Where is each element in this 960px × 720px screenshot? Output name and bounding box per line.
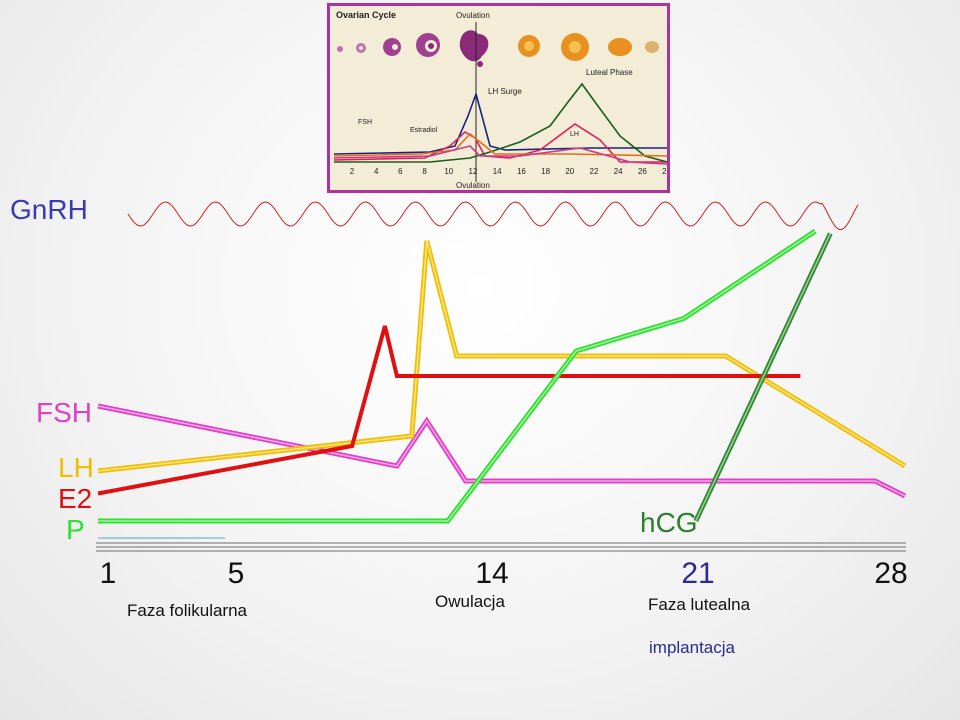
ovulation-label: Owulacja bbox=[435, 592, 505, 611]
series-e2-line bbox=[97, 325, 801, 496]
ovarian-cycle-diagram: Ovarian Cycle Ovulation LH Surge Luteal … bbox=[333, 10, 667, 190]
ovarian-cycle-inset: Ovarian Cycle Ovulation LH Surge Luteal … bbox=[327, 3, 670, 193]
time-axis bbox=[96, 537, 906, 552]
inset-title: Ovarian Cycle bbox=[336, 10, 396, 20]
hcg-label: hCG bbox=[640, 507, 698, 538]
p-label: P bbox=[66, 514, 85, 545]
inset-hormone-curves bbox=[333, 82, 667, 165]
inset-ovulation-top: Ovulation bbox=[456, 11, 490, 20]
series-hcg-highlight bbox=[695, 233, 831, 522]
inset-day-label: 2 bbox=[350, 167, 355, 176]
inset-day-label: 26 bbox=[638, 167, 647, 176]
inset-ovulation-bottom: Ovulation bbox=[456, 181, 490, 190]
inset-estradiol-label: Estradiol bbox=[410, 127, 438, 134]
inset-luteal-phase-label: Luteal Phase bbox=[586, 68, 633, 77]
inset-day-label: 16 bbox=[517, 167, 526, 176]
inset-day-label: 28 bbox=[662, 167, 667, 176]
inset-lh-surge-label: LH Surge bbox=[488, 87, 522, 96]
inset-day-label: 18 bbox=[541, 167, 550, 176]
series-fsh-highlight bbox=[97, 405, 906, 497]
tick-label: 1 bbox=[100, 557, 117, 590]
inset-day-label: 8 bbox=[422, 167, 427, 176]
inset-day-label: 6 bbox=[398, 167, 403, 176]
inset-fsh-label: FSH bbox=[358, 119, 372, 126]
inset-day-label: 10 bbox=[444, 167, 453, 176]
inset-lh-label: LH bbox=[570, 131, 579, 138]
tick-label: 14 bbox=[475, 557, 508, 590]
series-lh-highlight bbox=[97, 240, 906, 472]
fsh-label: FSH bbox=[36, 397, 92, 428]
follicular-phase-label: Faza folikularna bbox=[127, 601, 248, 620]
inset-day-label: 12 bbox=[469, 167, 478, 176]
inset-day-label: 4 bbox=[374, 167, 379, 176]
inset-day-label: 14 bbox=[493, 167, 502, 176]
e2-label: E2 bbox=[58, 483, 92, 514]
tick-label: 21 bbox=[681, 557, 714, 590]
gnrh-pulse-wave bbox=[127, 201, 859, 231]
inset-day-label: 20 bbox=[565, 167, 574, 176]
lh-label: LH bbox=[58, 452, 94, 483]
series-p-highlight bbox=[98, 230, 816, 522]
inset-day-label: 22 bbox=[590, 167, 599, 176]
gnrh-label: GnRH bbox=[10, 194, 88, 225]
luteal-phase-label: Faza lutealna bbox=[648, 595, 751, 614]
tick-label: 5 bbox=[228, 557, 245, 590]
implantation-label: implantacja bbox=[649, 638, 736, 657]
inset-day-label: 24 bbox=[614, 167, 623, 176]
follicle-stages bbox=[337, 30, 659, 67]
series-layer bbox=[97, 228, 907, 524]
inset-day-axis: 246810121416182022242628 bbox=[350, 167, 667, 176]
tick-label: 28 bbox=[874, 557, 907, 590]
